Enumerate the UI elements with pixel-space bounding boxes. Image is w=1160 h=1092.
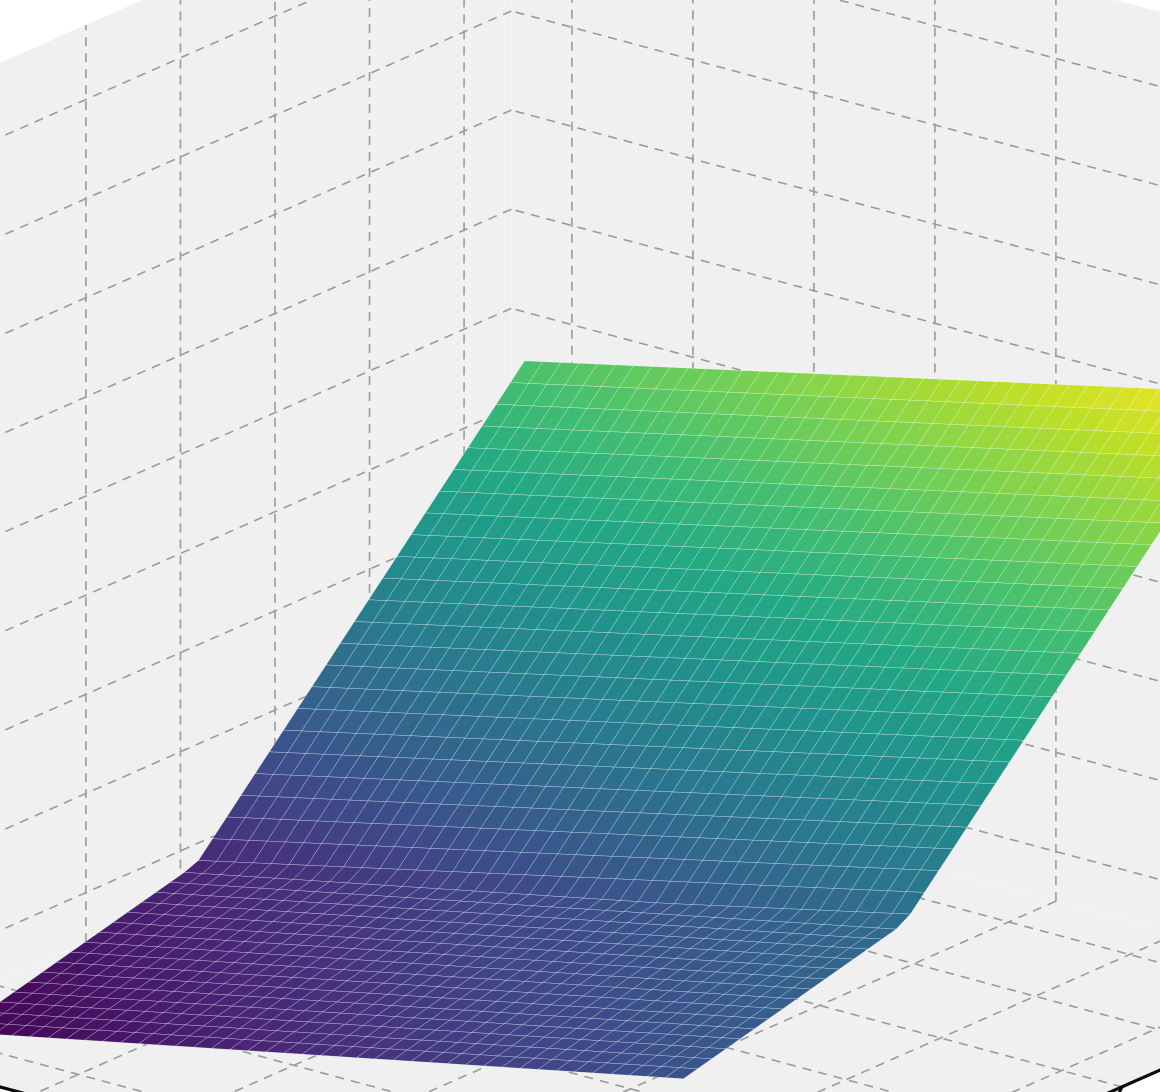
gridline-floor-y	[816, 940, 1160, 1092]
gridline-leftwall-z	[835, 0, 1160, 88]
gridline-leftwall-z	[511, 208, 1160, 385]
tickmark-x1	[1117, 1086, 1124, 1092]
gridline-leftwall-z	[511, 10, 1160, 187]
gridline-backwall-z	[0, 10, 512, 238]
gridline-backwall-z	[0, 307, 512, 535]
surface-mesh	[0, 360, 1160, 1080]
gridline-floor-y	[621, 900, 1057, 1092]
axes-tickmarks	[1117, 1086, 1124, 1092]
gridline-backwall-z	[0, 406, 512, 634]
gridline-leftwall-z	[511, 109, 1160, 286]
gridline-backwall-z	[0, 208, 512, 436]
gridline-backwall-z	[0, 109, 512, 337]
surface-facet	[664, 1067, 699, 1080]
